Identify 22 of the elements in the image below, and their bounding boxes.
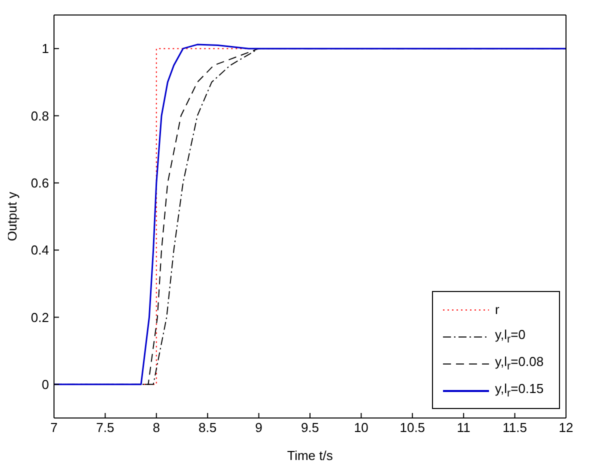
- y-tick-label: 0.4: [30, 242, 49, 258]
- x-tick-label: 9.5: [300, 420, 320, 436]
- y-tick-label: 1: [42, 41, 49, 56]
- x-tick-label: 7.5: [96, 420, 114, 436]
- x-tick-label: 12: [558, 420, 574, 436]
- x-tick-label: 11.5: [502, 420, 527, 436]
- legend-label: r: [495, 302, 500, 317]
- x-tick-label: 7: [50, 420, 58, 436]
- legend-label: y,l$_{r}$=0: [495, 327, 526, 346]
- x-tick-label: 10.5: [400, 420, 426, 436]
- x-tick-label: 11: [456, 420, 470, 436]
- legend-label: y,l$_{r}$=0.08: [495, 354, 544, 373]
- x-axis-title: Time t/s: [287, 448, 334, 463]
- y-tick-label: 0.6: [30, 176, 49, 191]
- y-tick-label: 0: [42, 377, 49, 392]
- legend-label: y,l$_{r}$=0.15: [495, 381, 544, 400]
- y-tick-label: 0.2: [30, 310, 49, 325]
- x-tick-label: 9: [255, 420, 262, 436]
- x-tick-label: 10: [354, 420, 368, 436]
- x-tick-label: 8: [152, 420, 160, 436]
- y-tick-label: 0.8: [30, 108, 49, 124]
- x-tick-label: 8.5: [198, 420, 217, 436]
